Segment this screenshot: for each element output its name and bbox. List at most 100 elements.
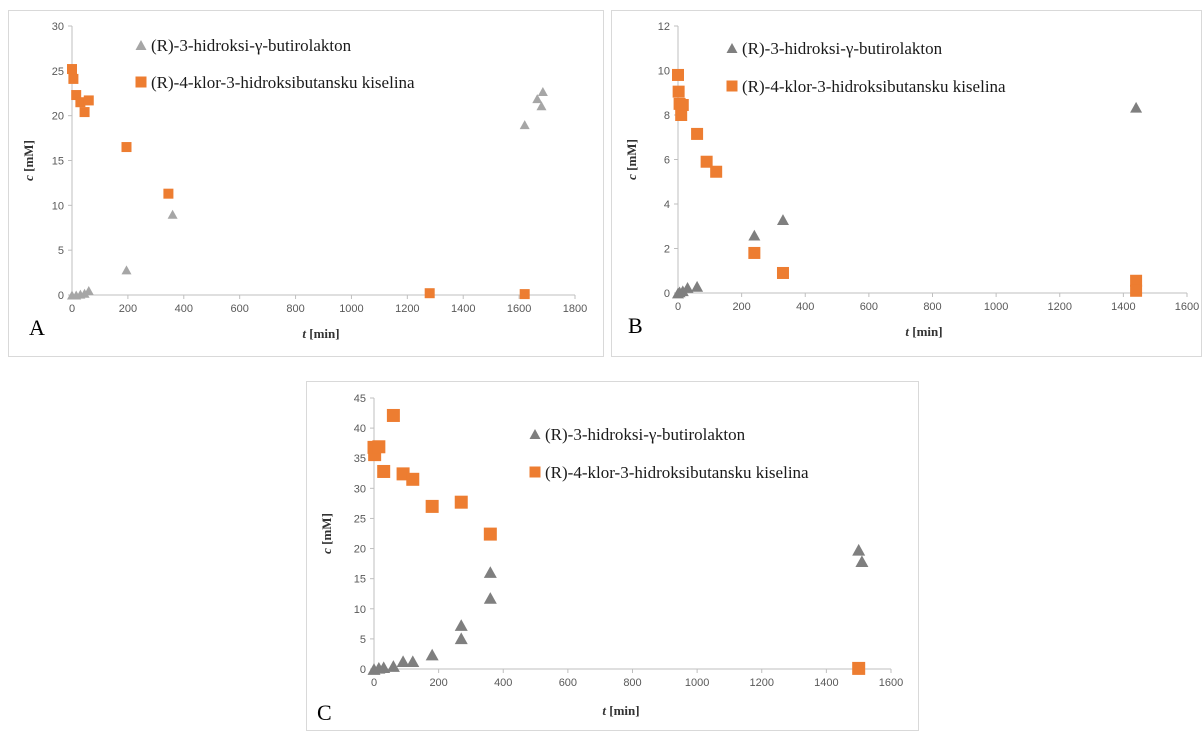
triangle-data-point: [386, 660, 400, 672]
y-axis-title: c [mM]: [21, 140, 36, 181]
y-axis-title: c [mM]: [624, 139, 639, 180]
x-tick-label: 1600: [1175, 301, 1199, 313]
x-tick-label: 400: [796, 301, 814, 313]
triangle-data-point: [691, 280, 704, 292]
square-data-point: [672, 68, 684, 81]
triangle-data-point: [855, 555, 869, 568]
x-tick-label: 200: [429, 677, 447, 689]
chart-a-svg: 0 200 400 600 800 1000 1200 1400 1600 1800 0 5 10 15 2…: [21, 21, 587, 341]
legend-triangle-marker: [529, 429, 541, 439]
y-tick-label: 5: [360, 634, 366, 646]
legend-label: (R)-4-klor-3-hidroksibutansku kiselina: [742, 77, 1006, 96]
y-tick-label: 10: [52, 200, 64, 212]
square-data-point: [483, 527, 497, 541]
y-tick-label: 6: [664, 155, 670, 167]
y-tick-label: 5: [58, 245, 64, 257]
x-tick-label: 800: [286, 303, 304, 315]
x-tick-label: 400: [175, 303, 193, 315]
square-data-point: [121, 142, 132, 153]
x-axis-title-unit: [min]: [306, 326, 340, 341]
triangle-data-point: [425, 648, 439, 661]
square-data-point: [691, 127, 704, 140]
y-tick-label: 10: [658, 66, 670, 78]
x-tick-label: 200: [119, 303, 137, 315]
triangle-data-point: [167, 209, 178, 219]
x-tick-label: 800: [623, 677, 641, 689]
y-axis-title-unit: [mM]: [319, 513, 334, 548]
triangle-data-point: [454, 619, 468, 631]
chart-panel-b: 0 200 400 600 800 1000 1200 1400 1600 0 2 4 6 8 10 12 t …: [611, 10, 1202, 357]
triangle-data-point: [519, 120, 530, 130]
y-tick-label: 15: [52, 156, 64, 168]
triangle-data-point: [536, 101, 547, 111]
x-axis-title-unit: [min]: [909, 324, 943, 339]
y-axis-title-var: c: [624, 174, 639, 180]
x-tick-label: 1000: [984, 301, 1008, 313]
y-axis-title: c [mM]: [319, 513, 334, 554]
square-data-point: [700, 155, 713, 168]
x-axis-title-var: t: [302, 326, 306, 341]
y-tick-label: 30: [52, 21, 64, 33]
chart-c-svg: 0 200 400 600 800 1000 1200 1400 1600 0 5 10 15 20 25 3…: [319, 393, 903, 718]
x-tick-label: 600: [230, 303, 248, 315]
triangle-data-point: [483, 592, 497, 604]
triangle-data-point: [377, 661, 391, 674]
x-axis-title-var: t: [602, 703, 606, 718]
square-data-point: [372, 440, 386, 454]
x-axis-title: t [min]: [602, 703, 639, 718]
square-data-point: [425, 499, 439, 513]
legend-label: (R)-3-hidroksi-γ-butirolakton: [742, 39, 943, 58]
y-tick-label: 0: [360, 664, 366, 676]
y-tick-label: 35: [354, 453, 366, 465]
x-tick-label: 400: [494, 677, 512, 689]
panel-label-a: A: [29, 315, 45, 340]
chart-b-svg: 0 200 400 600 800 1000 1200 1400 1600 0 2 4 6 8 10 12 t …: [624, 21, 1199, 339]
square-data-point: [386, 408, 400, 422]
square-data-point: [424, 288, 435, 299]
square-data-point: [675, 109, 688, 121]
legend-square-marker: [726, 80, 738, 92]
legend-label: (R)-3-hidroksi-γ-butirolakton: [545, 425, 746, 444]
y-axis-title-var: c: [319, 548, 334, 554]
x-tick-label: 1000: [339, 303, 363, 315]
triangle-data-point: [1130, 101, 1143, 113]
y-axis-title-var: c: [21, 175, 36, 181]
panel-label-b: B: [628, 313, 643, 338]
y-tick-label: 25: [354, 513, 366, 525]
triangle-data-point: [483, 566, 497, 578]
y-tick-label: 8: [664, 110, 670, 122]
triangle-data-point: [83, 286, 94, 296]
panel-label-c: C: [317, 700, 332, 725]
x-tick-label: 800: [923, 301, 941, 313]
square-data-point: [776, 266, 789, 279]
triangle-data-point: [396, 655, 410, 668]
y-tick-label: 20: [354, 544, 366, 556]
square-data-point: [852, 661, 866, 675]
triangle-data-point: [537, 86, 548, 96]
chart-panel-a: 0 200 400 600 800 1000 1200 1400 1600 1800 0 5 10 15 2…: [8, 10, 604, 357]
x-tick-label: 1200: [1048, 301, 1072, 313]
x-axis-title-var: t: [905, 324, 909, 339]
x-tick-label: 0: [69, 303, 75, 315]
x-tick-label: 1200: [395, 303, 419, 315]
triangle-data-point: [121, 265, 132, 275]
square-data-point: [75, 97, 86, 108]
legend-square-marker: [529, 466, 541, 478]
square-data-point: [79, 107, 90, 118]
triangle-data-point: [532, 94, 543, 104]
square-data-point: [748, 246, 761, 259]
x-tick-label: 0: [675, 301, 681, 313]
chart-panel-c: 0 200 400 600 800 1000 1200 1400 1600 0 5 10 15 20 25 3…: [306, 381, 919, 731]
legend-triangle-marker: [726, 43, 738, 53]
y-tick-label: 4: [664, 199, 670, 211]
legend-triangle-marker: [135, 40, 147, 50]
square-data-point: [68, 73, 79, 84]
y-tick-label: 2: [664, 244, 670, 256]
x-tick-label: 600: [559, 677, 577, 689]
square-data-point: [1130, 274, 1143, 287]
triangle-data-point: [406, 655, 420, 668]
square-data-point: [67, 64, 77, 75]
x-tick-label: 1600: [879, 677, 903, 689]
triangle-data-point: [681, 282, 694, 293]
square-data-point: [406, 472, 420, 486]
